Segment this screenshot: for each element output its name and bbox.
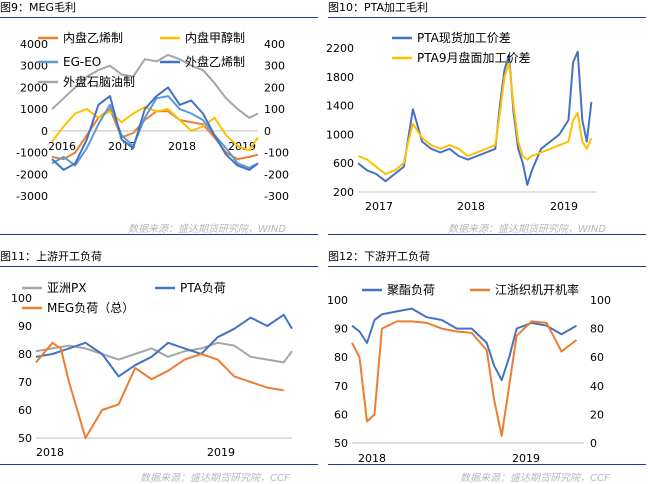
legend-label-c2-0: 亚洲PX	[47, 281, 86, 295]
figure-title-10: 图10：PTA加工毛利	[328, 1, 429, 14]
series-line-c0-3	[51, 86, 259, 171]
x-tick-label-c3-0: 2018	[358, 452, 386, 465]
figure-title-12: 图12：下游开工负荷	[328, 250, 430, 263]
y2-tick-label-c3-5: 100	[590, 294, 611, 307]
y2-tick-label-c0-3: 0	[264, 125, 271, 138]
source-note-10: 数据来源：盛达期货研究院，WIND	[448, 224, 607, 235]
y-tick-label-c2-4: 90	[18, 320, 32, 333]
source-rule-12	[328, 464, 646, 465]
legend-label-c3-1: 江浙织机开机率	[495, 282, 579, 297]
y2-tick-label-c3-2: 40	[590, 380, 604, 393]
series-line-c0-4	[51, 53, 259, 119]
y-tick-label-c1-3: 1400	[326, 100, 354, 113]
y-tick-label-c0-4: 1000	[20, 103, 48, 116]
x-tick-label-c1-2: 2019	[550, 200, 578, 213]
source-note-12: 数据来源：盛达期货研究院，CCF	[460, 473, 610, 484]
y2-tick-label-c3-3: 60	[590, 351, 604, 364]
y2-tick-label-c0-4: 100	[264, 103, 285, 116]
series-line-c1-0	[357, 50, 593, 186]
x-tick-label-c2-1: 2019	[207, 446, 235, 459]
legend-label-c0-4: 外盘石脑油制	[63, 74, 135, 89]
legend-label-c1-1: PTA9月盘面加工价差	[417, 50, 530, 65]
x-tick-label-c3-1: 2019	[512, 452, 540, 465]
y-tick-label-c1-2: 1000	[326, 128, 354, 141]
y-tick-label-c3-0: 50	[334, 437, 348, 450]
legend-label-c3-0: 聚酯负荷	[387, 283, 435, 297]
series-line-c3-0	[351, 307, 577, 382]
source-rule-10	[328, 234, 646, 235]
y2-tick-label-c3-0: 0	[590, 437, 597, 450]
y-tick-label-c2-2: 70	[18, 376, 32, 389]
y-tick-label-c1-5: 2200	[326, 42, 354, 55]
series-line-c3-1	[351, 320, 578, 437]
y-tick-label-c3-1: 60	[334, 408, 348, 421]
title-rule-9	[0, 17, 318, 18]
y2-tick-label-c0-5: 200	[264, 81, 285, 94]
y-tick-label-c3-4: 90	[334, 323, 348, 336]
x-tick-label-c0-0: 2016	[48, 140, 76, 153]
y2-tick-label-c3-1: 20	[590, 408, 604, 421]
y-tick-label-c0-2: -1000	[16, 147, 48, 160]
legend-label-c0-3: 外盘乙烯制	[185, 54, 245, 69]
legend-label-c0-1: 内盘甲醇制	[185, 30, 245, 45]
y2-tick-label-c0-0: -300	[264, 190, 289, 203]
legend-label-c2-1: PTA负荷	[180, 281, 226, 295]
y-tick-label-c0-7: 4000	[20, 38, 48, 51]
y-tick-label-c3-2: 70	[334, 380, 348, 393]
x-tick-label-c1-0: 2017	[365, 200, 393, 213]
y-tick-label-c1-1: 600	[333, 157, 354, 170]
y2-tick-label-c0-1: -200	[264, 168, 289, 181]
series-line-c0-1	[51, 106, 259, 152]
source-rule-11	[0, 464, 318, 465]
title-rule-11	[0, 266, 318, 267]
legend-label-c0-0: 内盘乙烯制	[63, 30, 123, 45]
x-tick-label-c1-1: 2018	[457, 200, 485, 213]
source-rule-9	[0, 234, 318, 235]
legend-label-c2-2: MEG负荷（总）	[47, 301, 134, 315]
y-tick-label-c3-5: 100	[327, 294, 348, 307]
y2-tick-label-c0-6: 300	[264, 60, 285, 73]
legend-label-c0-2: EG-EO	[63, 55, 101, 69]
y-tick-label-c1-4: 1800	[326, 71, 354, 84]
y2-tick-label-c0-7: 400	[264, 38, 285, 51]
y-tick-label-c0-5: 2000	[20, 81, 48, 94]
figure-title-11: 图11：上游开工负荷	[0, 250, 102, 263]
x-tick-label-c0-2: 2018	[168, 140, 196, 153]
source-note-11: 数据来源：盛达期货研究院，CCF	[140, 473, 290, 484]
source-note-9: 数据来源：盛达期货研究院，WIND	[128, 224, 287, 235]
series-line-c2-1	[35, 313, 293, 378]
y-tick-label-c0-0: -3000	[16, 190, 48, 203]
y-tick-label-c0-3: 0	[41, 125, 48, 138]
y-tick-label-c2-3: 80	[18, 348, 32, 361]
figure-title-9: 图9：MEG毛利	[0, 1, 76, 14]
y-tick-label-c3-3: 80	[334, 351, 348, 364]
legend-label-c1-0: PTA现货加工价差	[417, 30, 511, 45]
series-line-c1-1	[357, 61, 593, 175]
y-tick-label-c0-1: -2000	[16, 168, 48, 181]
y-tick-label-c1-0: 200	[333, 186, 354, 199]
x-tick-label-c2-0: 2018	[36, 446, 64, 459]
series-line-c2-2	[35, 341, 284, 439]
y-tick-label-c2-0: 50	[18, 432, 32, 445]
y-tick-label-c2-5: 100	[11, 292, 32, 305]
y2-tick-label-c3-4: 80	[590, 323, 604, 336]
title-rule-10	[328, 17, 646, 18]
series-line-c0-2	[51, 95, 259, 169]
title-rule-12	[328, 266, 646, 267]
y2-tick-label-c0-2: -100	[264, 147, 289, 160]
series-line-c2-0	[35, 341, 293, 364]
y-tick-label-c2-1: 60	[18, 404, 32, 417]
